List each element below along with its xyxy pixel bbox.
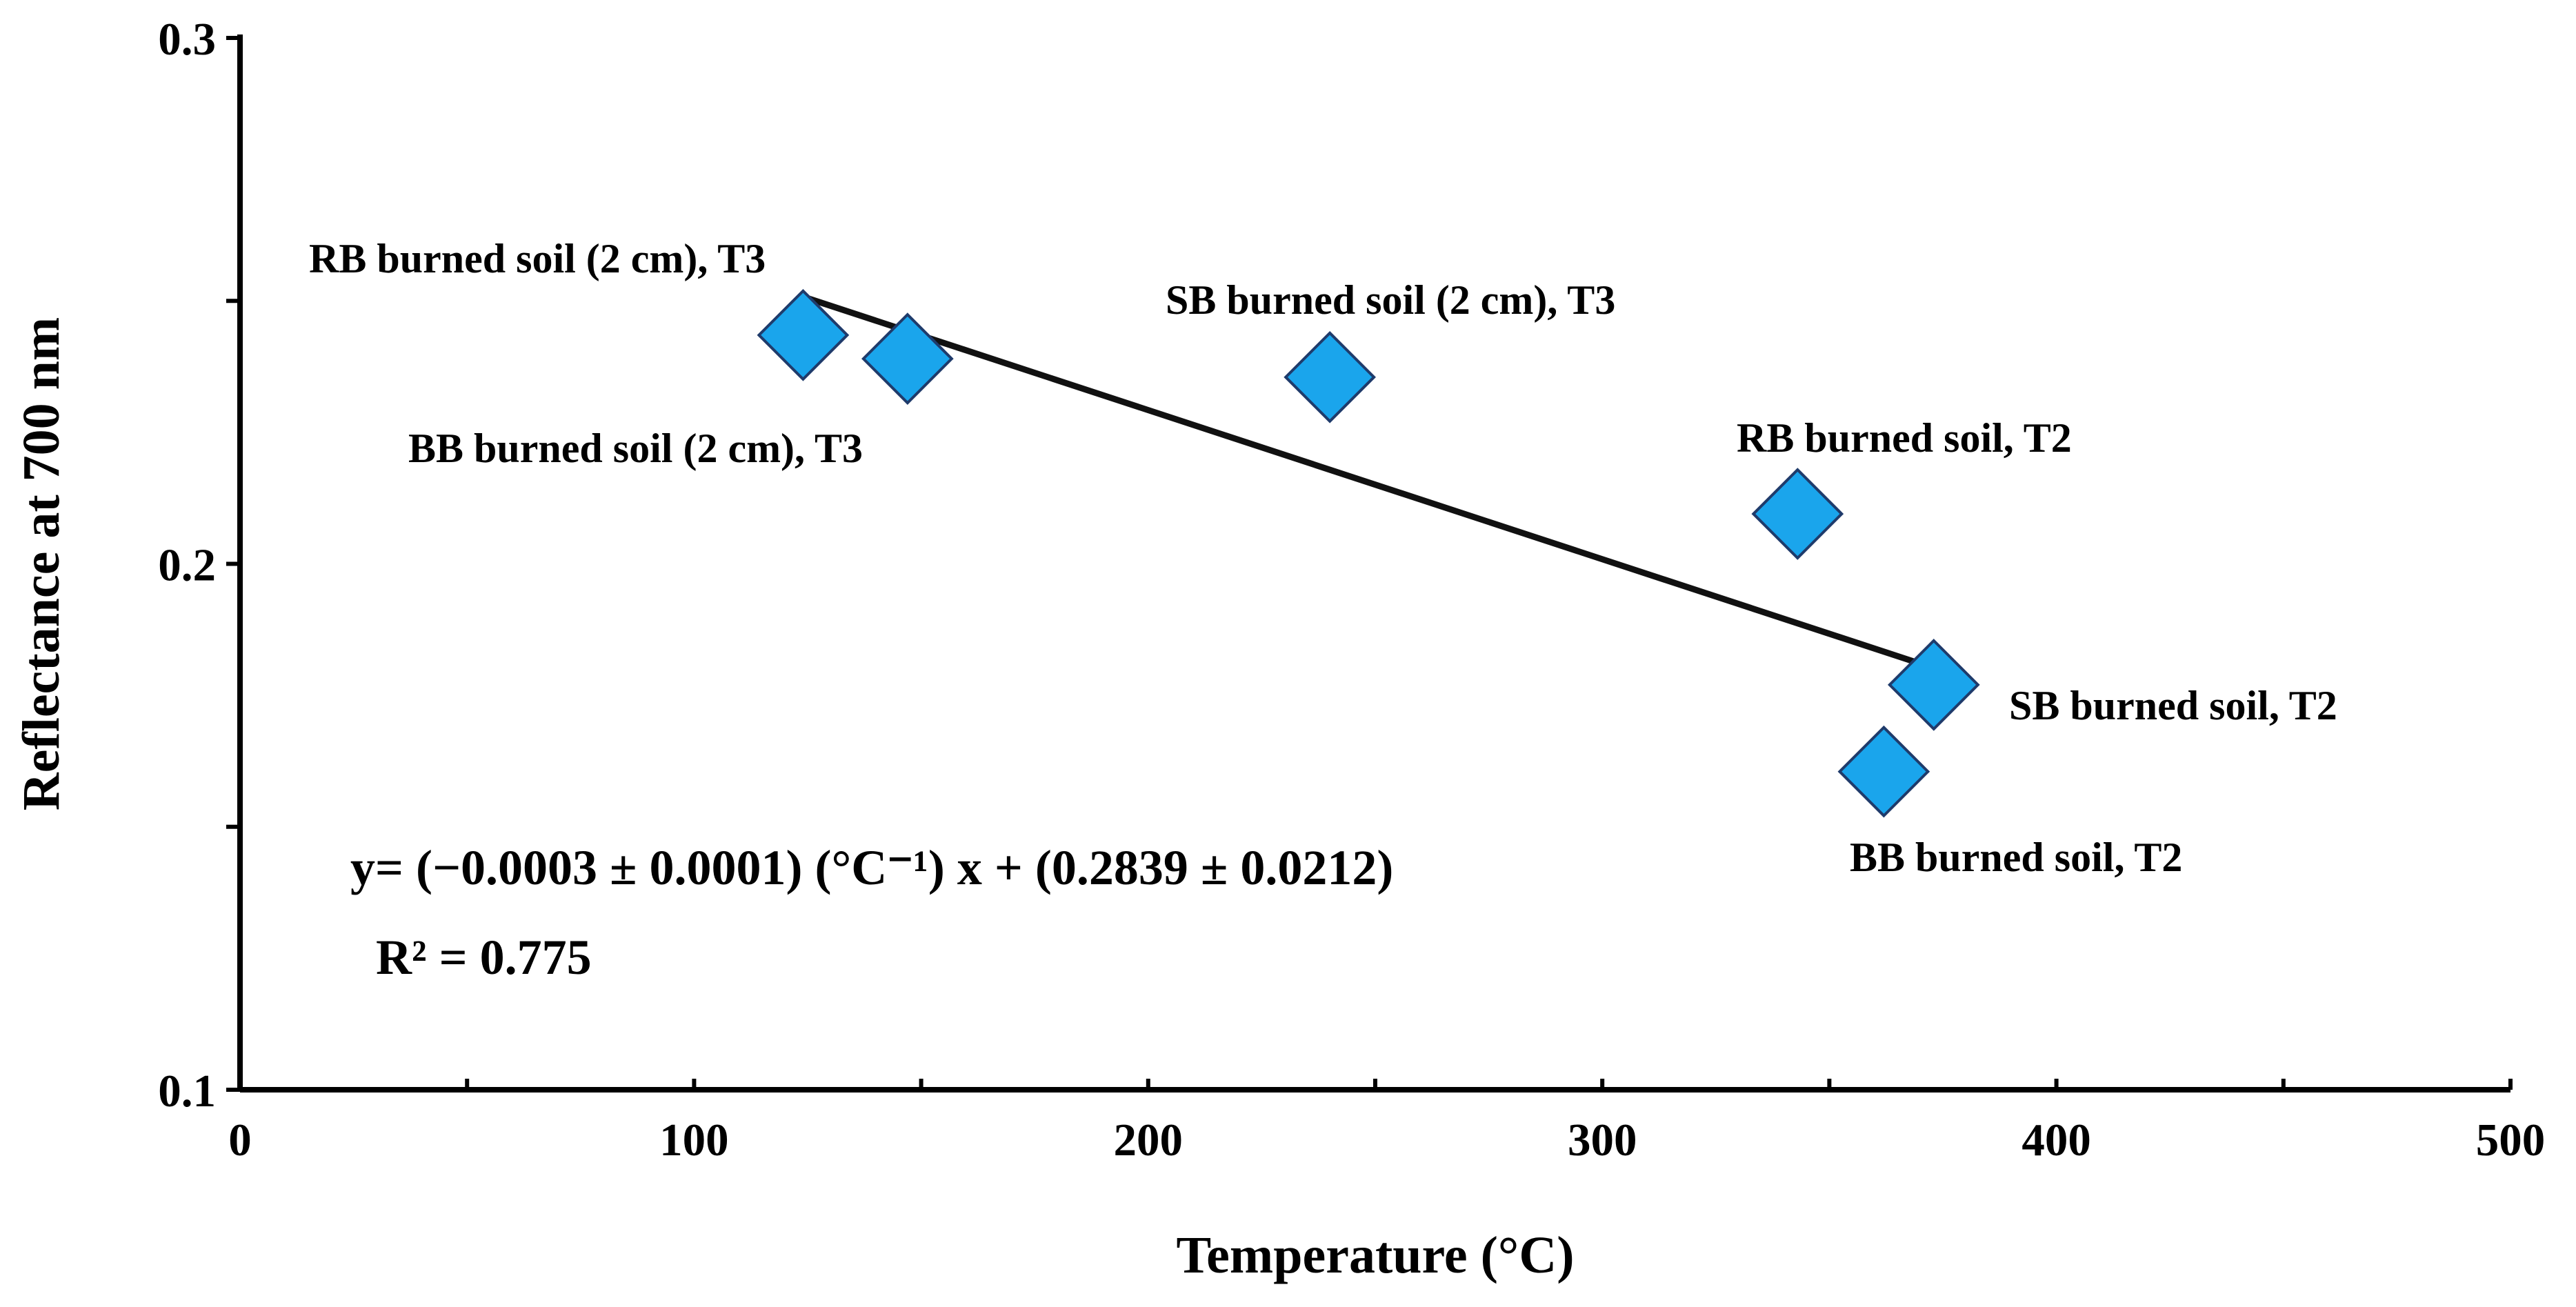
y-tick-label: 0.2	[158, 540, 216, 591]
x-tick-label: 400	[2021, 1115, 2091, 1166]
x-tick-label: 100	[659, 1115, 729, 1166]
x-axis-title: Temperature (°C)	[1176, 1226, 1574, 1284]
data-point	[1837, 725, 1930, 818]
y-axis-title: Reflectance at 700 nm	[12, 317, 70, 810]
y-tick-label: 0.3	[158, 14, 216, 65]
point-label: RB burned soil, T2	[1737, 415, 2072, 461]
point-label: SB burned soil (2 cm), T3	[1166, 277, 1615, 323]
data-point	[1284, 330, 1376, 423]
x-tick-label: 500	[2476, 1115, 2546, 1166]
regression-equation: y= (−0.0003 ± 0.0001) (°C⁻¹) x + (0.2839…	[350, 840, 1393, 895]
data-point	[757, 288, 850, 381]
data-point	[1751, 468, 1844, 560]
point-label: BB burned soil (2 cm), T3	[408, 426, 863, 471]
x-tick-label: 0	[228, 1115, 252, 1166]
data-point	[1888, 639, 1980, 731]
x-tick-label: 300	[1568, 1115, 1637, 1166]
r-squared-label: R² = 0.775	[376, 930, 592, 985]
x-tick-label: 200	[1114, 1115, 1184, 1166]
point-label: RB burned soil (2 cm), T3	[309, 236, 766, 281]
y-tick-label: 0.1	[158, 1066, 216, 1117]
point-label: BB burned soil, T2	[1850, 835, 2182, 880]
data-point	[861, 312, 954, 405]
trend-line	[806, 295, 1939, 673]
point-label: SB burned soil, T2	[2009, 683, 2337, 728]
